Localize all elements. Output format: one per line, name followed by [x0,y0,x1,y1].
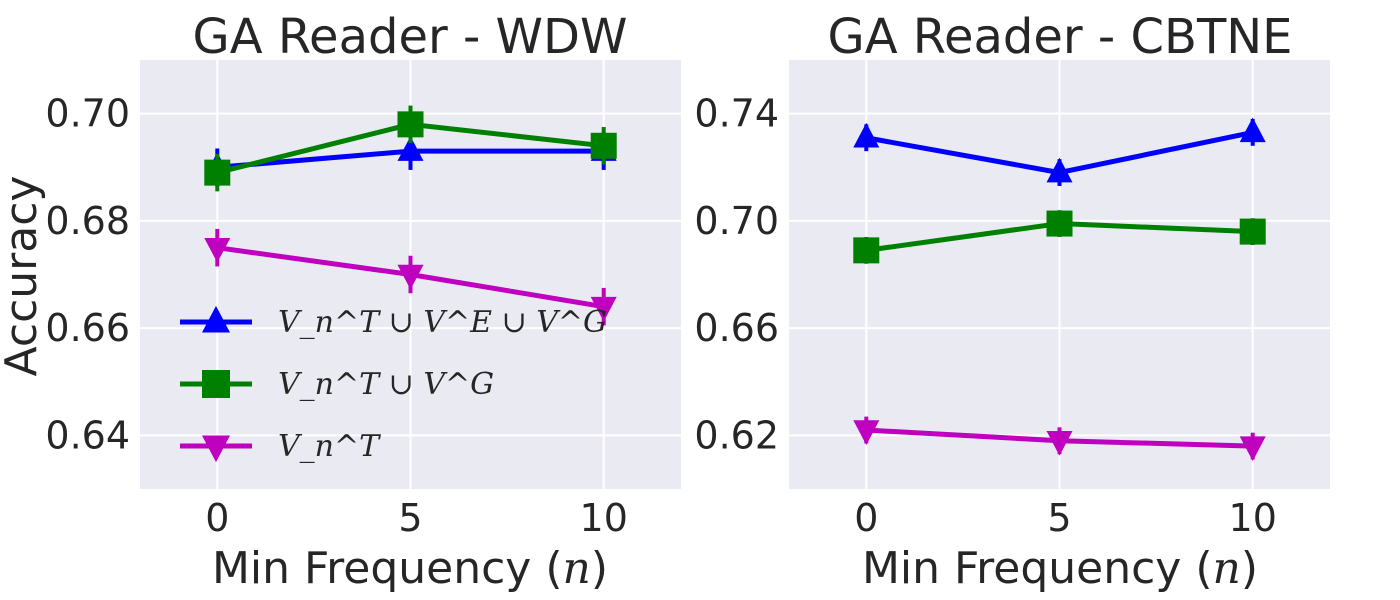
y-tick-label-cbtne: 0.66 [694,306,779,350]
x-tick-label-wdw: 5 [398,496,422,540]
data-point [204,237,231,263]
chart-title-cbtne: GA Reader - CBTNE [828,9,1293,65]
x-axis-label-close-cbtne: ) [1241,543,1258,594]
x-tick-label-wdw: 0 [205,496,229,540]
y-tick-label-wdw: 0.70 [45,92,130,136]
data-point [1046,210,1073,237]
y-tick-label-wdw: 0.68 [45,199,130,243]
legend-entry: V_n^T [180,429,381,464]
y-tick-label-cbtne: 0.74 [694,92,779,136]
x-tick-label-cbtne: 10 [1229,496,1277,540]
data-point [1239,117,1266,143]
x-axis-label-main-cbtne: Min Frequency ( [862,543,1213,594]
data-point [397,111,424,138]
legend-entry: V_n^T ∪ V^E ∪ V^G [180,305,607,340]
series-wdw-1 [204,105,617,192]
chart-panel-wdw: GA Reader - WDW Accuracy Min Frequency (… [0,9,681,594]
legend-label: V_n^T ∪ V^G [278,367,494,402]
legend-marker [202,370,230,398]
x-tick-label-cbtne: 0 [854,496,878,540]
x-axis-label-var-wdw: n [563,543,591,594]
legend-marker [202,305,230,333]
legend-label: V_n^T [278,429,381,464]
legend: V_n^T ∪ V^E ∪ V^G V_n^T ∪ V^G V_n^T [180,305,607,464]
series-wdw-2 [204,228,617,326]
data-point [853,420,880,445]
legend-entry: V_n^T ∪ V^G [180,367,494,402]
y-tick-label-cbtne: 0.70 [694,199,779,243]
data-point [853,237,880,264]
data-point [853,122,880,148]
data-point [204,159,231,186]
legend-marker [202,435,230,463]
data-point [397,264,424,290]
x-axis-label-main-wdw: Min Frequency ( [212,543,563,594]
x-axis-label-var-cbtne: n [1213,543,1241,594]
x-tick-label-wdw: 10 [580,496,628,540]
y-tick-label-wdw: 0.64 [45,413,130,457]
x-tick-label-cbtne: 5 [1047,496,1071,540]
data-point [397,136,424,161]
data-point [1239,436,1266,462]
y-tick-label-wdw: 0.66 [45,306,130,350]
y-axis-label-wdw: Accuracy [0,176,47,377]
x-axis-label-wdw: Min Frequency (n) [212,543,608,594]
data-point [1046,430,1073,456]
series-cbtne-0 [853,117,1266,187]
data-point [590,296,617,322]
series-cbtne-2 [853,416,1266,462]
chart-panel-cbtne: GA Reader - CBTNE Min Frequency (n) 0 5 10… [694,9,1330,594]
y-tick-label-cbtne: 0.62 [694,413,779,457]
series-cbtne-1 [853,210,1266,264]
data-point [1046,157,1073,183]
legend-label: V_n^T ∪ V^E ∪ V^G [278,305,607,340]
x-axis-label-close-wdw: ) [591,543,608,594]
chart-title-wdw: GA Reader - WDW [193,9,628,65]
x-axis-label-cbtne: Min Frequency (n) [862,543,1258,594]
data-point [1239,218,1266,245]
data-point [590,132,617,159]
